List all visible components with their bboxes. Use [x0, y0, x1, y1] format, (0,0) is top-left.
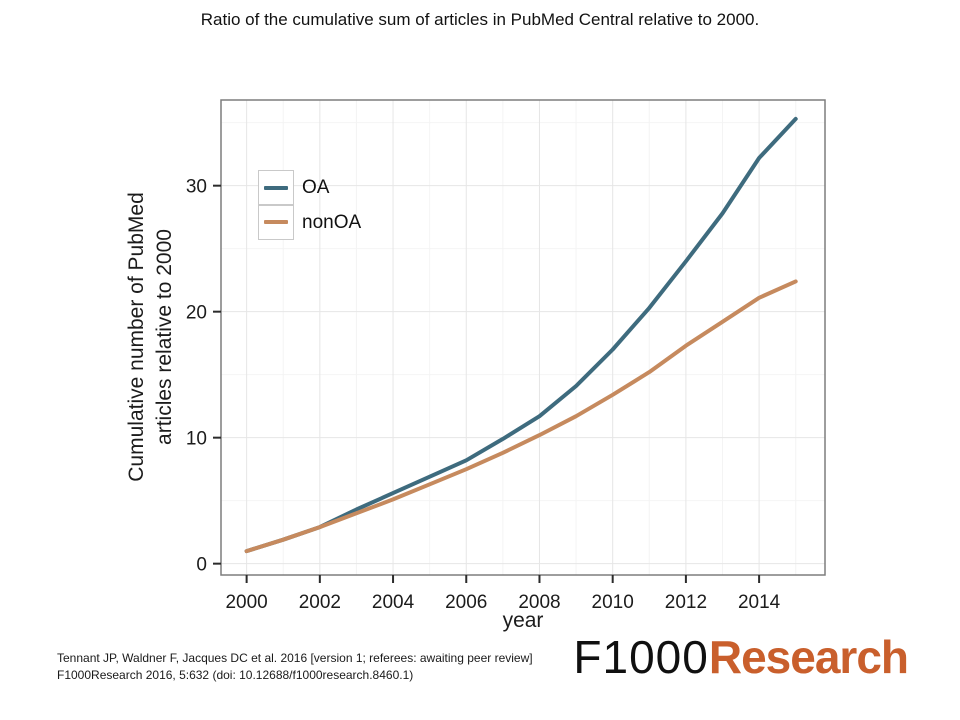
x-tick-label: 2010: [592, 592, 634, 613]
legend-item-oa: OA: [258, 170, 361, 205]
citation-line1: Tennant JP, Waldner F, Jacques DC et al.…: [57, 651, 533, 665]
y-tick-label: 30: [186, 177, 207, 198]
figure-title: Ratio of the cumulative sum of articles …: [200, 10, 760, 29]
nonoa-line: [244, 279, 798, 554]
x-tick-label: 2008: [518, 592, 560, 613]
grid-major: [221, 100, 825, 575]
panel-border-rect: [220, 99, 826, 576]
legend-key-nonoa: [258, 204, 294, 240]
x-tick-label: 2014: [738, 592, 781, 613]
legend-label-nonoa: nonOA: [302, 211, 362, 233]
x-tick-label: 2012: [665, 592, 707, 613]
oa-line-swatch: [264, 185, 288, 190]
x-tick-label: 2004: [372, 592, 415, 613]
axis-ticks: [213, 184, 761, 583]
grid-minor: [221, 100, 825, 575]
legend-item-nonoa: nonOA: [258, 204, 362, 240]
legend-key-oa: [258, 170, 294, 205]
citation: Tennant JP, Waldner F, Jacques DC et al.…: [57, 650, 533, 685]
x-tick-label: 2002: [299, 592, 341, 613]
logo-research: Research: [708, 631, 909, 683]
citation-line2: F1000Research 2016, 5:632 (doi: 10.12688…: [57, 668, 414, 683]
y-tick-label: 10: [186, 429, 207, 450]
legend: OA nonOA: [258, 170, 361, 240]
x-tick-label: 2006: [445, 592, 487, 613]
f1000research-logo: F1000Research: [573, 631, 909, 683]
axis-tick-labels: 2000 2002 2004 2006 2008 2010 2012 2014 0 10 20 30: [186, 177, 781, 613]
y-axis-title-line2: articles relative to 2000: [153, 229, 176, 445]
nonoa-line-swatch: [264, 220, 288, 224]
logo-f1000: F1000: [573, 631, 709, 683]
x-axis-title: year: [503, 609, 544, 632]
x-tick-label: 2000: [225, 592, 267, 613]
y-tick-label: 0: [196, 555, 207, 576]
series-lines: [244, 116, 798, 554]
panel-border: [220, 99, 826, 576]
y-axis-title-line1: Cumulative number of PubMed: [125, 192, 148, 481]
y-tick-label: 20: [186, 303, 207, 324]
legend-label-oa: OA: [302, 176, 330, 198]
